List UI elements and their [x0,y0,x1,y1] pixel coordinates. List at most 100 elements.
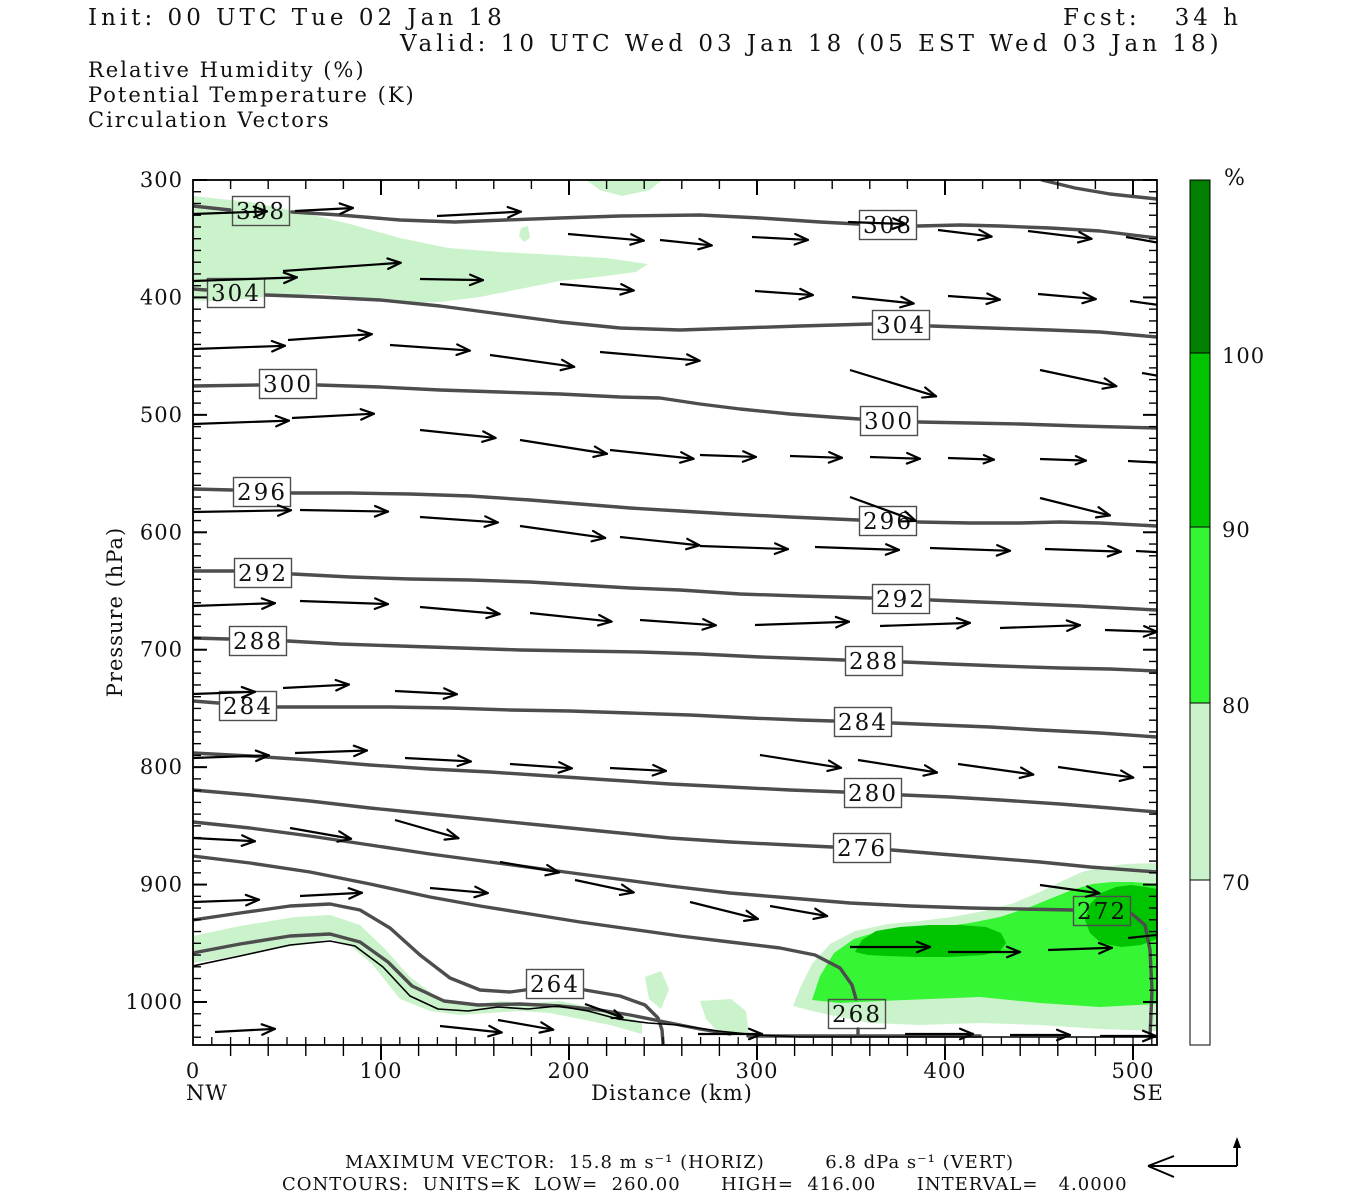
wind-vector [193,271,299,285]
wind-vector [609,448,695,464]
contour-label-292: 292 [233,557,293,589]
distance-tick-label: 500 [1111,1059,1154,1083]
contour-label-text: 272 [1077,899,1127,925]
wind-vector [689,900,760,922]
wind-vector [847,217,908,230]
wind-vector [698,1027,764,1041]
wind-vector [699,542,790,555]
wind-vector [294,744,369,758]
distance-tick-label: 200 [547,1059,590,1083]
wind-vector [429,885,489,899]
wind-vector [574,878,635,897]
wind-vector [759,753,843,773]
rh-fill-region-70 [586,180,662,196]
colorbar-tick-label: 100 [1222,344,1265,368]
wind-vector [599,350,701,366]
rh-fill-region-90 [1085,885,1157,947]
wind-vector [857,758,939,777]
wind-vector [754,287,814,301]
wind-vector [1125,235,1157,244]
distance-tick-label: 0 [186,1059,200,1083]
theta-contour-284 [193,699,220,705]
pressure-tick-label: 600 [140,520,183,544]
wind-vector [769,904,829,921]
theta-contour-312 [1040,180,1157,201]
wind-vector [193,339,287,353]
wind-vector [1104,625,1157,638]
theta-contour-292 [929,598,1157,612]
theta-contour-304 [193,287,208,292]
theta-contour-280 [901,793,1157,814]
wind-vector [394,818,460,841]
theta-contour-292 [291,572,873,600]
theta-contour-296 [193,487,234,492]
wind-vector [193,834,257,847]
distance-tick-label: 300 [735,1059,778,1083]
wind-vector [929,543,1012,557]
wind-vector [294,202,355,215]
wind-vector [489,353,576,372]
contour-label-272: 272 [1072,895,1132,927]
wind-vector [1010,1028,1072,1042]
contour-label-text: 304 [211,281,261,307]
wind-vector [419,273,485,287]
wind-vector [193,749,271,763]
contour-label-264: 264 [525,968,585,1000]
pressure-tick-label: 1000 [126,990,183,1014]
theta-contour-300 [917,420,1157,430]
wind-vector [1047,941,1114,955]
theta-contour-304 [264,293,873,332]
wind-vector [193,414,291,428]
theta-contour-284 [891,721,1157,739]
contour-label-text: 280 [848,781,898,807]
wind-vector [499,860,561,877]
wind-vector [1127,459,1157,464]
contour-label-300: 300 [859,405,919,437]
theta-contour-288 [286,639,846,662]
field-label-circulation-vectors: Circulation Vectors [88,108,331,132]
rh-fill-region-90 [855,925,1006,957]
init-time-label: Init: 00 UTC Tue 02 Jan 18 [88,5,506,31]
wind-vector [789,451,844,464]
colorbar-segment [1189,702,1211,881]
wind-vector [1044,544,1123,558]
wind-vector [1039,883,1101,898]
rh-fill-region-70 [519,226,530,242]
contour-label-268: 268 [827,998,887,1030]
contour-label-text: 284 [838,710,888,736]
rh-colorbar [1189,179,1211,1046]
wind-vector [404,754,473,768]
wind-vector [193,597,277,610]
wind-vector [659,237,713,251]
pressure-tick-label: 800 [140,755,183,779]
wind-vector [947,292,1001,306]
contour-label-text: 276 [837,836,887,862]
field-label-relative-humidity: Relative Humidity (%) [88,58,366,82]
wind-vector [619,535,701,551]
wind-vector [699,450,758,463]
rh-fill-region-70 [700,999,749,1035]
wind-vector [957,762,1035,780]
colorbar-segment [1189,179,1211,354]
wind-vector [999,619,1082,633]
contour-label-296: 296 [232,476,292,508]
theta-contour-268 [193,854,858,1001]
contour-label-284: 284 [218,690,278,722]
theta-contour-308 [290,210,860,226]
theta-contour-276 [193,788,834,849]
wind-vector [394,687,459,700]
colorbar-segment [1189,879,1211,1046]
contour-label-288: 288 [228,625,288,657]
wind-vector [1039,368,1118,390]
theta-contour-276 [890,848,1157,874]
valid-time-label: Valid: 10 UTC Wed 03 Jan 18 (05 EST Wed … [400,31,1223,57]
surface-line [193,940,1157,1038]
wind-vector [509,761,573,774]
wind-vector [419,605,501,620]
reference-vector [1147,1137,1241,1178]
colorbar-tick-label: 90 [1222,518,1251,542]
colorbar-segment [1189,526,1211,704]
wind-vector [948,945,1022,959]
wind-vector [1127,933,1157,940]
wind-vector [754,615,851,629]
